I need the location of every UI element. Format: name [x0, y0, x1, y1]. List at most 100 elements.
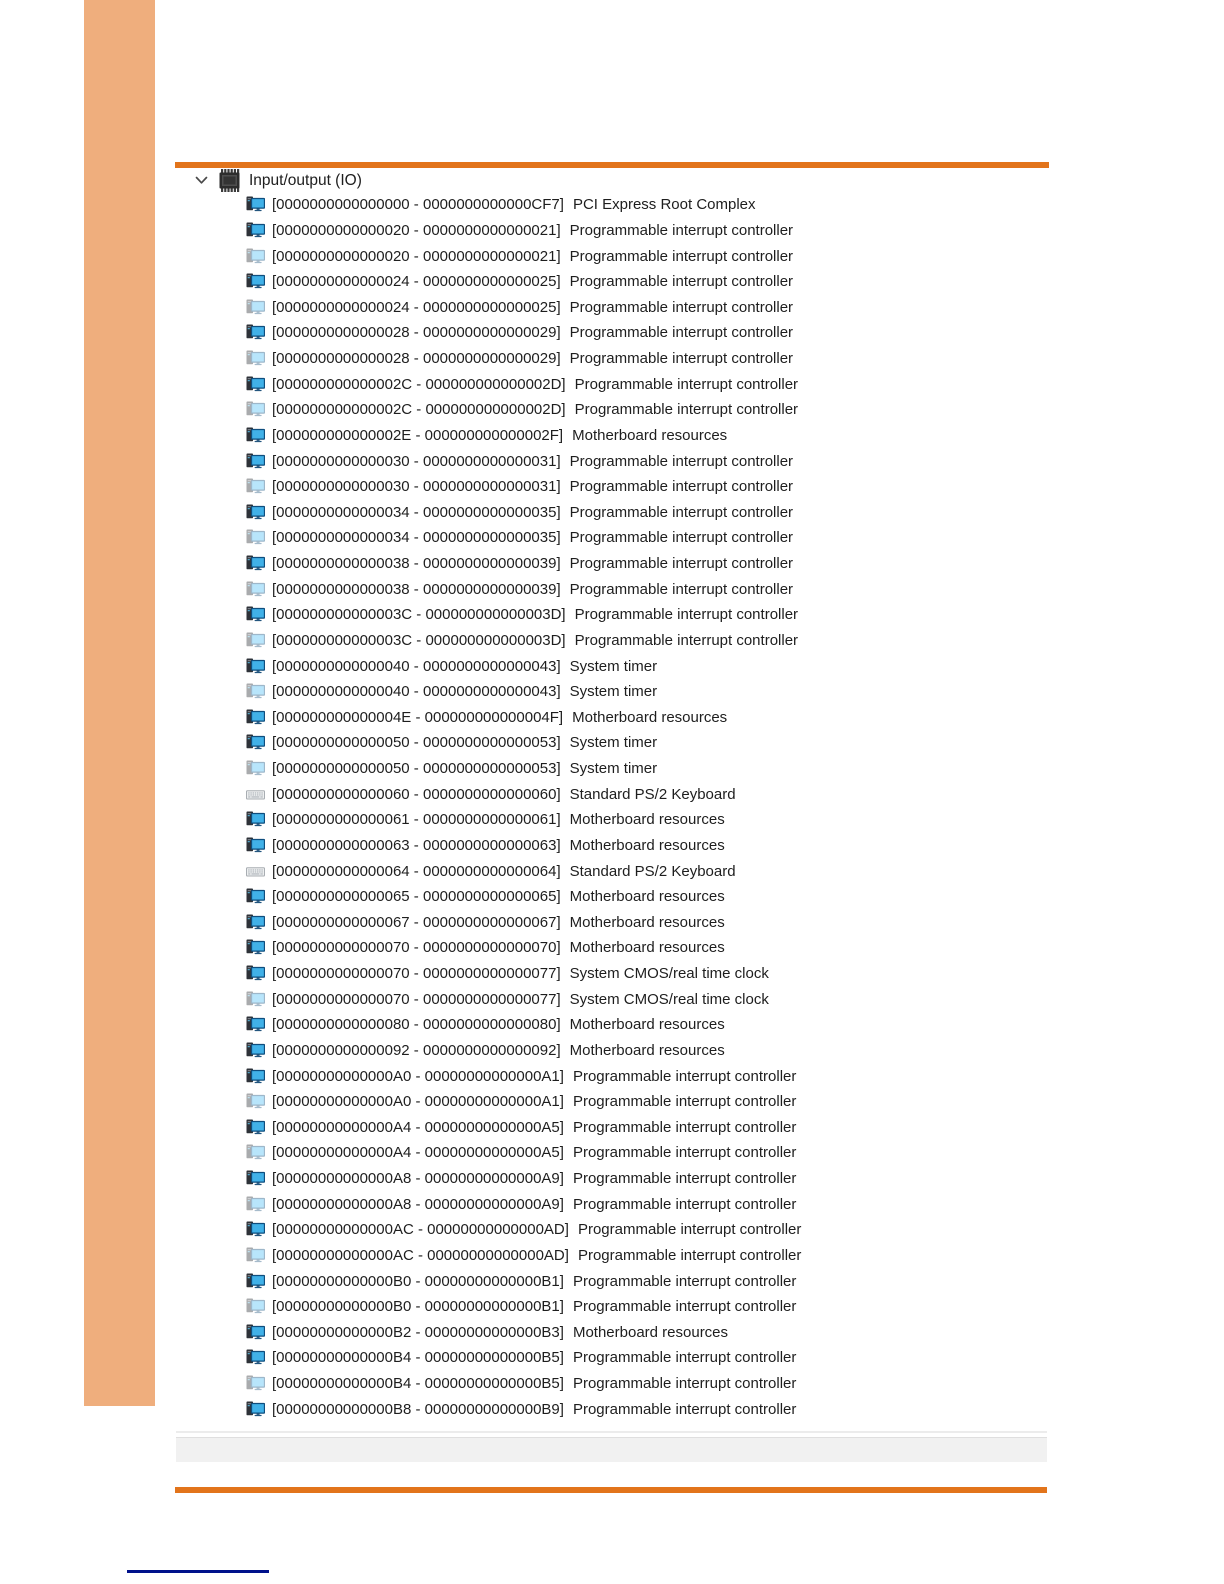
resource-row[interactable]: [0000000000000030 - 0000000000000031] Pr… — [175, 448, 1049, 474]
computer-icon — [246, 632, 265, 648]
resource-row[interactable]: [00000000000000B4 - 00000000000000B5] Pr… — [175, 1345, 1049, 1371]
resource-range: [0000000000000038 - 0000000000000039] — [272, 580, 561, 598]
resource-row[interactable]: [0000000000000065 - 0000000000000065] Mo… — [175, 884, 1049, 910]
resource-row[interactable]: [000000000000002C - 000000000000002D] Pr… — [175, 397, 1049, 423]
resource-device-name: Programmable interrupt controller — [572, 1349, 797, 1367]
computer-icon — [246, 1170, 265, 1186]
resource-row[interactable]: [00000000000000A0 - 00000000000000A1] Pr… — [175, 1089, 1049, 1115]
resource-row[interactable]: [00000000000000AC - 00000000000000AD] Pr… — [175, 1243, 1049, 1269]
resource-row[interactable]: [0000000000000092 - 0000000000000092] Mo… — [175, 1038, 1049, 1064]
resource-device-name: Programmable interrupt controller — [572, 1195, 797, 1213]
computer-icon — [246, 1042, 265, 1059]
resource-row[interactable]: [000000000000002E - 000000000000002F] Mo… — [175, 423, 1049, 449]
resource-row[interactable]: [0000000000000034 - 0000000000000035] Pr… — [175, 500, 1049, 526]
computer-icon — [246, 914, 265, 931]
resource-row[interactable]: [00000000000000B0 - 00000000000000B1] Pr… — [175, 1268, 1049, 1294]
resource-row[interactable]: [0000000000000040 - 0000000000000043] Sy… — [175, 653, 1049, 679]
resource-device-name: Programmable interrupt controller — [574, 606, 799, 624]
resource-row[interactable]: [000000000000004E - 000000000000004F] Mo… — [175, 705, 1049, 731]
resource-row[interactable]: [0000000000000070 - 0000000000000070] Mo… — [175, 935, 1049, 961]
tree-node-input-output[interactable]: Input/output (IO) — [175, 168, 1049, 193]
computer-icon — [246, 1119, 265, 1136]
resource-range: [000000000000004E - 000000000000004F] — [272, 708, 564, 726]
resource-device-name: Programmable interrupt controller — [569, 478, 794, 496]
resource-row[interactable]: [0000000000000024 - 0000000000000025] Pr… — [175, 295, 1049, 321]
resource-row[interactable]: [000000000000003C - 000000000000003D] Pr… — [175, 602, 1049, 628]
resource-device-name: Programmable interrupt controller — [569, 221, 794, 239]
resource-range: [0000000000000028 - 0000000000000029] — [272, 350, 561, 368]
resource-row[interactable]: [0000000000000024 - 0000000000000025] Pr… — [175, 269, 1049, 295]
resource-range: [0000000000000040 - 0000000000000043] — [272, 683, 561, 701]
computer-icon — [246, 478, 265, 494]
resource-row[interactable]: [000000000000003C - 000000000000003D] Pr… — [175, 628, 1049, 654]
resource-device-name: Programmable interrupt controller — [572, 1400, 797, 1418]
resource-row[interactable]: [0000000000000000 - 0000000000000CF7] PC… — [175, 192, 1049, 218]
resource-row[interactable]: [00000000000000B8 - 00000000000000B9] Pr… — [175, 1396, 1049, 1422]
resource-range: [0000000000000024 - 0000000000000025] — [272, 273, 561, 291]
computer-icon — [246, 299, 265, 314]
resource-range: [000000000000003C - 000000000000003D] — [272, 631, 566, 649]
resource-range: [0000000000000034 - 0000000000000035] — [272, 503, 561, 521]
computer-icon — [246, 1298, 265, 1314]
computer-icon — [246, 324, 265, 341]
resource-device-name: Motherboard resources — [569, 913, 725, 931]
resource-row[interactable]: [000000000000002C - 000000000000002D] Pr… — [175, 371, 1049, 397]
computer-icon — [246, 350, 265, 366]
resource-row[interactable]: [0000000000000038 - 0000000000000039] Pr… — [175, 551, 1049, 577]
resource-row[interactable]: [0000000000000061 - 0000000000000061] Mo… — [175, 807, 1049, 833]
resource-range: [0000000000000034 - 0000000000000035] — [272, 529, 561, 547]
resource-range: [0000000000000020 - 0000000000000021] — [272, 221, 561, 239]
resource-row[interactable]: [0000000000000020 - 0000000000000021] Pr… — [175, 218, 1049, 244]
resource-device-name: System CMOS/real time clock — [569, 965, 769, 983]
resource-row[interactable]: [00000000000000A8 - 00000000000000A9] Pr… — [175, 1191, 1049, 1217]
resource-range: [0000000000000064 - 0000000000000064] — [272, 862, 561, 880]
computer-icon — [246, 299, 265, 316]
computer-icon — [246, 632, 265, 649]
keyboard-icon — [246, 786, 265, 803]
resource-row[interactable]: [0000000000000070 - 0000000000000077] Sy… — [175, 986, 1049, 1012]
resource-row[interactable]: [0000000000000080 - 0000000000000080] Mo… — [175, 1012, 1049, 1038]
resource-device-name: Programmable interrupt controller — [569, 273, 794, 291]
resource-row[interactable]: [0000000000000038 - 0000000000000039] Pr… — [175, 576, 1049, 602]
resource-row[interactable]: [00000000000000B2 - 00000000000000B3] Mo… — [175, 1320, 1049, 1346]
resource-row[interactable]: [0000000000000028 - 0000000000000029] Pr… — [175, 320, 1049, 346]
resource-row[interactable]: [0000000000000064 - 0000000000000064] St… — [175, 858, 1049, 884]
keyboard-icon — [246, 866, 265, 877]
resource-row[interactable]: [0000000000000028 - 0000000000000029] Pr… — [175, 346, 1049, 372]
resource-row[interactable]: [00000000000000B4 - 00000000000000B5] Pr… — [175, 1371, 1049, 1397]
resource-device-name: Programmable interrupt controller — [572, 1093, 797, 1111]
resource-range: [000000000000002E - 000000000000002F] — [272, 426, 564, 444]
resource-row[interactable]: [00000000000000A4 - 00000000000000A5] Pr… — [175, 1140, 1049, 1166]
resource-row[interactable]: [0000000000000063 - 0000000000000063] Mo… — [175, 833, 1049, 859]
resource-row[interactable]: [00000000000000A8 - 00000000000000A9] Pr… — [175, 1166, 1049, 1192]
resource-range: [0000000000000030 - 0000000000000031] — [272, 452, 561, 470]
resource-row[interactable]: [0000000000000034 - 0000000000000035] Pr… — [175, 525, 1049, 551]
computer-icon — [246, 709, 265, 724]
resource-row[interactable]: [00000000000000A4 - 00000000000000A5] Pr… — [175, 1115, 1049, 1141]
computer-icon — [246, 837, 265, 854]
computer-icon — [246, 1196, 265, 1213]
resource-row[interactable]: [0000000000000040 - 0000000000000043] Sy… — [175, 679, 1049, 705]
resource-row[interactable]: [0000000000000067 - 0000000000000067] Mo… — [175, 910, 1049, 936]
resource-row[interactable]: [0000000000000050 - 0000000000000053] Sy… — [175, 756, 1049, 782]
resource-range: [0000000000000030 - 0000000000000031] — [272, 478, 561, 496]
horizontal-scrollbar[interactable] — [176, 1437, 1047, 1462]
resource-row[interactable]: [00000000000000A0 - 00000000000000A1] Pr… — [175, 1063, 1049, 1089]
resource-row[interactable]: [0000000000000020 - 0000000000000021] Pr… — [175, 243, 1049, 269]
resource-row[interactable]: [0000000000000030 - 0000000000000031] Pr… — [175, 474, 1049, 500]
resource-device-name: PCI Express Root Complex — [572, 196, 756, 214]
resource-row[interactable]: [00000000000000B0 - 00000000000000B1] Pr… — [175, 1294, 1049, 1320]
resource-row[interactable]: [0000000000000050 - 0000000000000053] Sy… — [175, 730, 1049, 756]
computer-icon — [246, 273, 265, 289]
computer-icon — [246, 658, 265, 675]
resource-device-name: Programmable interrupt controller — [569, 452, 794, 470]
resource-row[interactable]: [00000000000000AC - 00000000000000AD] Pr… — [175, 1217, 1049, 1243]
resource-row[interactable]: [0000000000000060 - 0000000000000060] St… — [175, 781, 1049, 807]
computer-icon — [246, 1068, 265, 1083]
computer-icon — [246, 1401, 265, 1416]
chevron-down-icon[interactable] — [195, 176, 208, 185]
resource-device-name: Motherboard resources — [569, 811, 725, 829]
resource-device-name: Programmable interrupt controller — [572, 1144, 797, 1162]
resource-device-name: Programmable interrupt controller — [577, 1221, 802, 1239]
resource-row[interactable]: [0000000000000070 - 0000000000000077] Sy… — [175, 961, 1049, 987]
